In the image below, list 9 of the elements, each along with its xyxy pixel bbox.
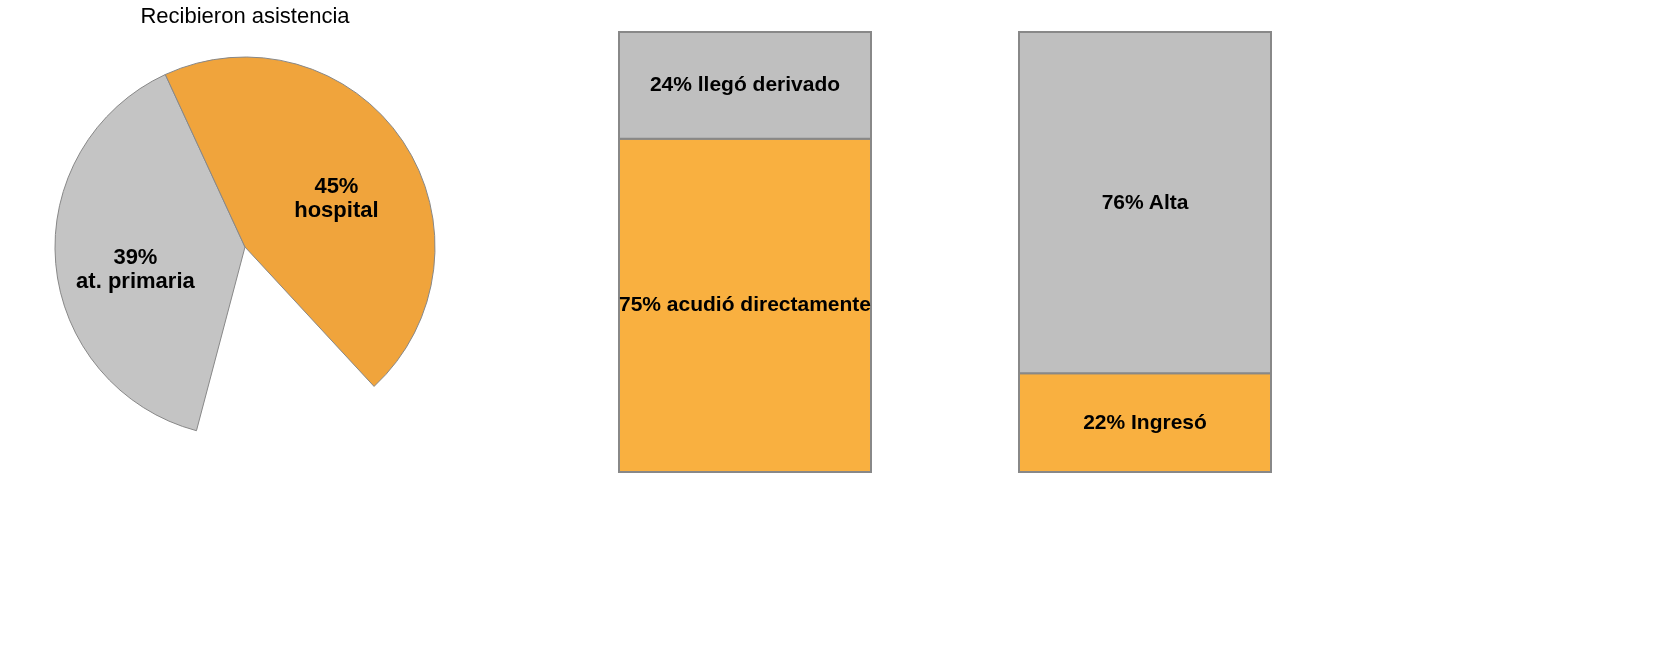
data-label: 39%: [113, 243, 158, 269]
data-label: 24% llegó derivado: [649, 72, 841, 96]
slice-label: hospital: [294, 196, 379, 222]
data-label: 76% Alta: [1101, 189, 1189, 213]
chart-title: Recibieron asistencia: [140, 3, 351, 28]
slice-label: at. primaria: [76, 267, 196, 293]
data-label: 75% acudió directamente: [618, 292, 872, 316]
data-label: 22% Ingresó: [1083, 409, 1207, 433]
data-label: 45%: [314, 172, 359, 198]
